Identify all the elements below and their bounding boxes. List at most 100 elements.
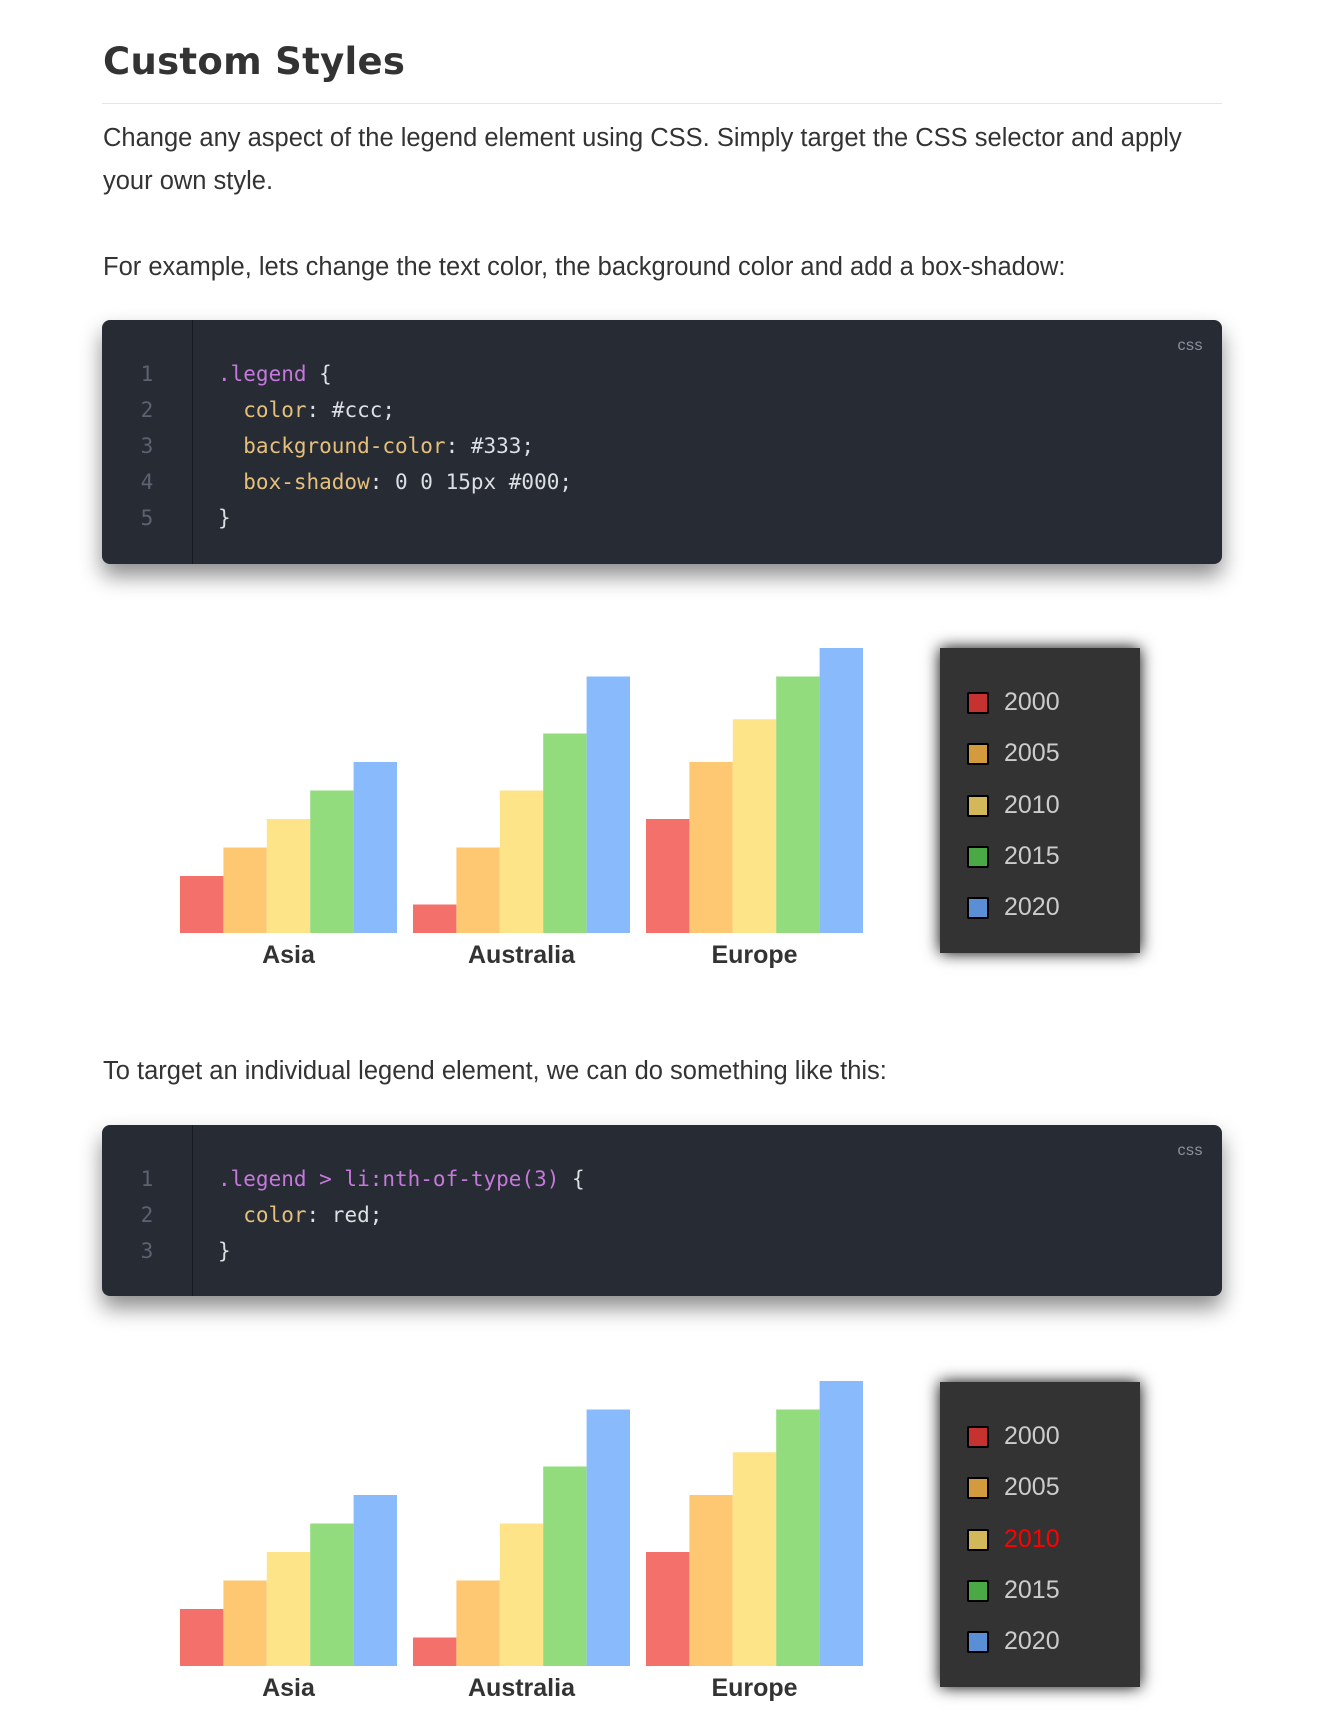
bar-asia-2015 bbox=[310, 790, 354, 933]
code-block-nth-of-type: css 1 .legend > li:nth-of-type(3) {2 colo… bbox=[102, 1125, 1222, 1296]
code-line: 3 background-color: #333; bbox=[102, 428, 1222, 464]
legend-swatch bbox=[967, 845, 989, 868]
code-language-label: css bbox=[1177, 337, 1203, 354]
bar-asia-2005 bbox=[223, 847, 267, 933]
category-label: Australia bbox=[468, 1674, 576, 1702]
category-label: Europe bbox=[711, 1674, 797, 1702]
legend-swatch bbox=[967, 794, 989, 817]
legend-label: 2000 bbox=[1004, 688, 1060, 716]
bar-europe-2005 bbox=[689, 762, 733, 933]
code-line: 3} bbox=[102, 1233, 1222, 1269]
bar-asia-2000 bbox=[180, 1609, 224, 1666]
code-line: 4 box-shadow: 0 0 15px #000; bbox=[102, 464, 1222, 500]
line-number: 5 bbox=[140, 506, 154, 530]
legend-swatch bbox=[967, 1528, 989, 1551]
line-number: 4 bbox=[140, 470, 154, 494]
bar-asia-2020 bbox=[353, 1495, 397, 1666]
code-token-txt: : #ccc; bbox=[306, 398, 396, 422]
code-text: .legend > li:nth-of-type(3) { bbox=[218, 1161, 585, 1197]
intro-paragraph: Change any aspect of the legend element … bbox=[103, 117, 1223, 203]
bar-chart-1: Asia Australia Europe bbox=[180, 648, 863, 969]
bar-europe-2020 bbox=[819, 1381, 863, 1666]
legend-swatch bbox=[967, 1631, 989, 1654]
code-text: background-color: #333; bbox=[218, 428, 534, 464]
code-token-txt: } bbox=[218, 1239, 231, 1263]
code-token-txt: { bbox=[306, 362, 332, 386]
code-text: } bbox=[218, 500, 231, 536]
legend-label: 2000 bbox=[1004, 1422, 1060, 1450]
intro-line-2: your own style. bbox=[103, 167, 274, 195]
bar-asia-2010 bbox=[266, 1552, 311, 1666]
code-line: 1 .legend > li:nth-of-type(3) { bbox=[102, 1161, 1222, 1197]
bar-australia-2000 bbox=[413, 904, 457, 933]
bar-europe-2015 bbox=[776, 1409, 820, 1666]
bar-australia-2020 bbox=[586, 1409, 630, 1666]
bar-europe-2010 bbox=[732, 719, 777, 933]
code-line: 2 color: red; bbox=[102, 1197, 1222, 1233]
bar-asia-2015 bbox=[310, 1523, 354, 1666]
code-gutter bbox=[102, 1125, 193, 1296]
bar-australia-2015 bbox=[543, 1466, 587, 1666]
code-text: box-shadow: 0 0 15px #000; bbox=[218, 464, 572, 500]
bar-europe-2020 bbox=[819, 648, 863, 933]
bar-australia-2020 bbox=[586, 676, 630, 933]
code-token-txt: : red; bbox=[306, 1203, 383, 1227]
code-token-prop: color bbox=[218, 398, 307, 422]
code-block-legend-styles: css 1 .legend {2 color: #ccc; 3 background… bbox=[102, 320, 1222, 564]
bar-europe-2010 bbox=[732, 1452, 777, 1666]
legend-swatch bbox=[967, 1426, 989, 1448]
legend-label: 2015 bbox=[1004, 1575, 1060, 1604]
bar-asia-2010 bbox=[266, 819, 311, 933]
chart-legend-1: 2000 2005 2010 2015 2020 bbox=[940, 648, 1140, 953]
legend-label: 2020 bbox=[1004, 893, 1060, 922]
legend-swatch bbox=[967, 897, 989, 920]
code-language-label: css bbox=[1177, 1142, 1203, 1159]
code-text: } bbox=[218, 1233, 231, 1269]
category-label: Europe bbox=[711, 941, 797, 969]
code-line: 2 color: #ccc; bbox=[102, 392, 1222, 428]
category-label: Australia bbox=[468, 941, 576, 969]
code-text: color: #ccc; bbox=[218, 392, 395, 428]
category-label: Asia bbox=[262, 941, 316, 969]
code-line: 1 .legend { bbox=[102, 356, 1222, 392]
code-token-sel: .legend > li:nth-of-type(3) bbox=[218, 1167, 560, 1191]
legend-label: 2010 bbox=[1004, 1524, 1060, 1553]
example-paragraph: For example, lets change the text color,… bbox=[103, 253, 1066, 281]
bar-australia-2010 bbox=[499, 790, 544, 933]
legend-label: 2020 bbox=[1004, 1627, 1060, 1656]
legend-swatch bbox=[967, 692, 989, 714]
bar-asia-2020 bbox=[353, 762, 397, 933]
heading-divider bbox=[102, 103, 1222, 104]
legend-label: 2015 bbox=[1004, 841, 1060, 870]
bar-europe-2000 bbox=[646, 1552, 690, 1666]
chart-legend-2: 2000 2005 2010 2015 2020 bbox=[940, 1382, 1140, 1687]
intro-line-1: Change any aspect of the legend element … bbox=[103, 124, 1182, 152]
bar-europe-2015 bbox=[776, 676, 820, 933]
legend-label: 2005 bbox=[1004, 739, 1060, 768]
line-number: 3 bbox=[140, 434, 154, 458]
individual-paragraph: To target an individual legend element, … bbox=[103, 1057, 887, 1085]
bar-australia-2015 bbox=[543, 733, 587, 933]
page-title: Custom Styles bbox=[103, 40, 406, 83]
code-token-prop: background-color bbox=[218, 434, 446, 458]
legend-swatch bbox=[967, 743, 989, 766]
bar-europe-2005 bbox=[689, 1495, 733, 1666]
category-label: Asia bbox=[262, 1674, 316, 1702]
line-number: 3 bbox=[140, 1239, 154, 1263]
bar-australia-2000 bbox=[413, 1637, 457, 1666]
line-number: 2 bbox=[140, 1203, 154, 1227]
bar-australia-2005 bbox=[456, 847, 500, 933]
code-text: .legend { bbox=[218, 356, 332, 392]
code-token-txt: : #333; bbox=[445, 434, 535, 458]
line-number: 1 bbox=[140, 1167, 154, 1191]
bar-europe-2000 bbox=[646, 819, 690, 933]
legend-label: 2005 bbox=[1004, 1473, 1060, 1502]
code-token-prop: box-shadow bbox=[218, 470, 370, 494]
bar-australia-2005 bbox=[456, 1580, 500, 1666]
line-number: 1 bbox=[140, 362, 154, 386]
code-text: color: red; bbox=[218, 1197, 382, 1233]
code-line: 5} bbox=[102, 500, 1222, 536]
legend-label: 2010 bbox=[1004, 790, 1060, 819]
code-token-sel: .legend bbox=[218, 362, 307, 386]
bar-australia-2010 bbox=[499, 1523, 544, 1666]
